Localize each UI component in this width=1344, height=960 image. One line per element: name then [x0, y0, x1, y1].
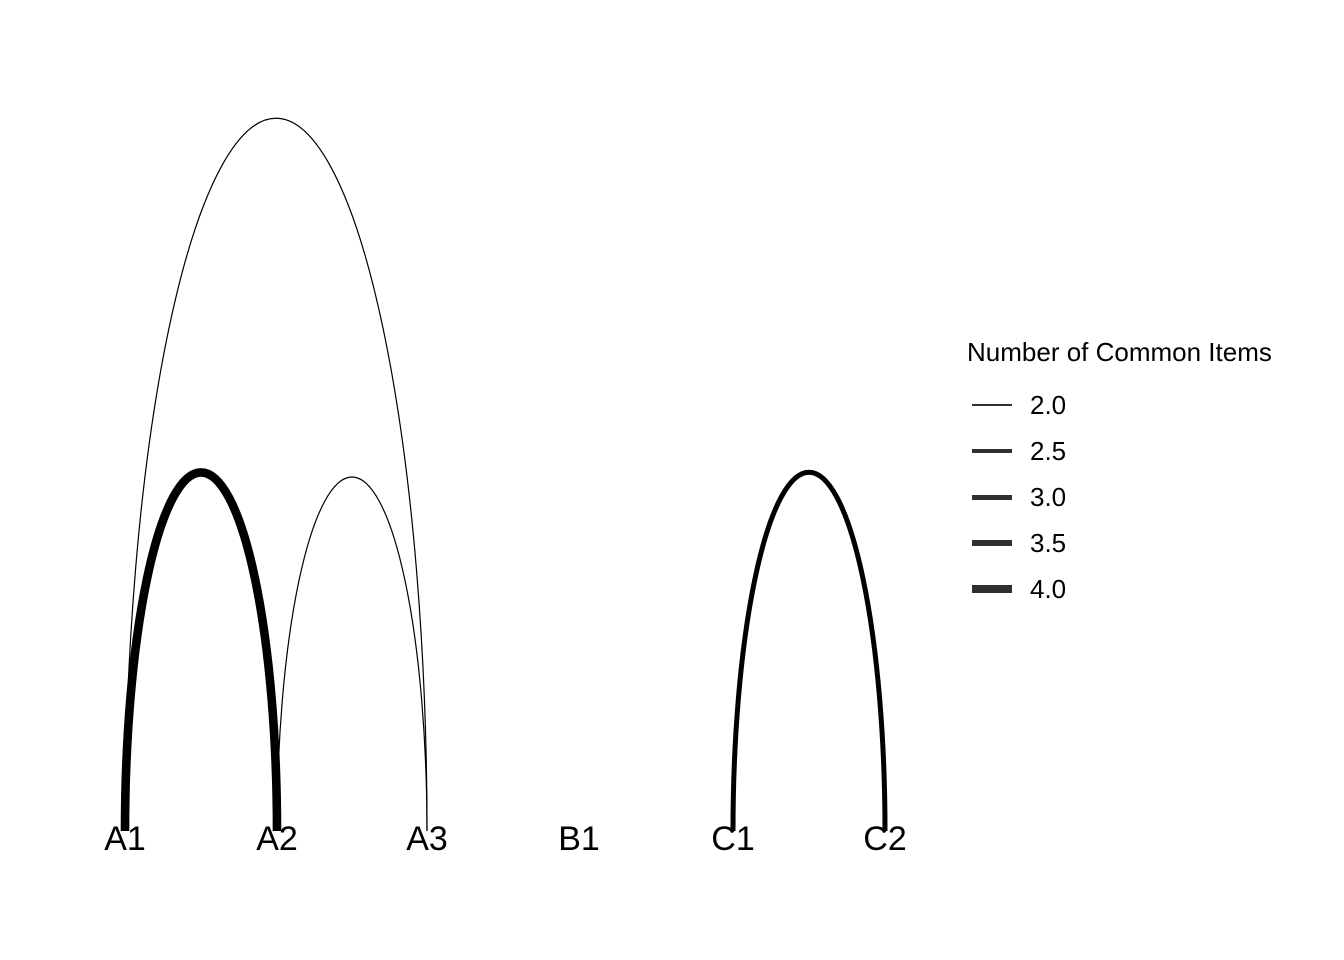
legend-item: 2.5 [967, 428, 1272, 474]
node-label-A1: A1 [104, 820, 146, 858]
legend: Number of Common Items 2.0 2.5 3.0 3.5 4… [967, 339, 1272, 612]
edge-arc-A1-A3 [124, 117, 428, 832]
edge-arc-A2-A3 [276, 476, 428, 832]
legend-line-sample [972, 494, 1012, 500]
legend-item: 3.5 [967, 520, 1272, 566]
edge-arc-C1-C2 [730, 469, 888, 832]
legend-item-label: 3.0 [1030, 482, 1067, 512]
legend-line-sample [972, 539, 1012, 547]
legend-item-label: 2.0 [1030, 390, 1067, 420]
legend-title: Number of Common Items [967, 337, 1272, 367]
node-label-A2: A2 [256, 820, 298, 858]
legend-line-sample [972, 404, 1012, 406]
node-label-C1: C1 [711, 820, 754, 858]
legend-line-sample [972, 449, 1012, 453]
edge-arc-A1-A2 [120, 468, 282, 832]
legend-item-label: 2.5 [1030, 436, 1067, 466]
legend-line-sample [972, 584, 1012, 594]
node-label-A3: A3 [406, 820, 448, 858]
legend-item-label: 3.5 [1030, 528, 1067, 558]
node-label-C2: C2 [863, 820, 906, 858]
legend-item-label: 4.0 [1030, 574, 1067, 604]
legend-item: 3.0 [967, 474, 1272, 520]
legend-items: 2.0 2.5 3.0 3.5 4.0 [967, 382, 1272, 612]
legend-item: 2.0 [967, 382, 1272, 428]
node-label-B1: B1 [558, 820, 600, 858]
legend-item: 4.0 [967, 566, 1272, 612]
